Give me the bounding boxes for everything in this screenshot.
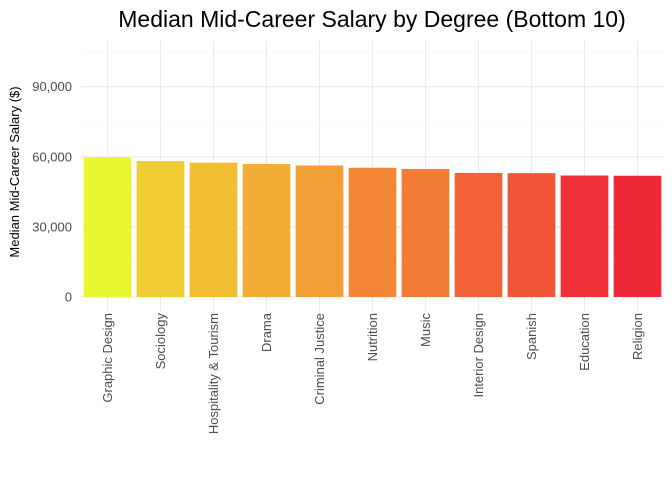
x-tick-label: Education [577,313,592,371]
bar-music [401,168,450,297]
x-tick-label: Interior Design [471,313,486,398]
x-tick-label: Nutrition [365,313,380,361]
y-tick-label: 0 [65,290,72,305]
y-tick-label: 60,000 [32,149,72,164]
x-tick-label: Graphic Design [100,313,115,403]
y-tick-label: 30,000 [32,219,72,234]
y-tick-label: 90,000 [32,79,72,94]
chart-title: Median Mid-Career Salary by Degree (Bott… [118,6,625,32]
bar-hospitality-tourism [189,162,238,297]
x-tick-label: Hospitality & Tourism [206,313,221,434]
bar-graphic-design [83,157,132,297]
bar-nutrition [348,167,397,297]
bar-criminal-justice [295,165,344,297]
y-axis-title: Median Mid-Career Salary ($) [7,86,22,257]
bar-interior-design [454,172,503,297]
bar-sociology [136,161,185,297]
bars-layer [83,157,662,297]
x-tick-label: Music [418,313,433,347]
bar-education [560,175,609,297]
x-tick-label: Spanish [524,313,539,360]
bar-religion [613,175,662,297]
x-tick-label: Drama [259,312,274,352]
x-tick-label: Religion [630,313,645,360]
x-tick-labels: Graphic Design Sociology Hospitality & Tou… [100,312,645,434]
x-tick-label: Criminal Justice [312,313,327,405]
y-tick-labels: 0 30,000 60,000 90,000 [32,79,72,304]
x-tick-label: Sociology [153,313,168,370]
bar-spanish [507,173,556,297]
bar-drama [242,164,291,297]
